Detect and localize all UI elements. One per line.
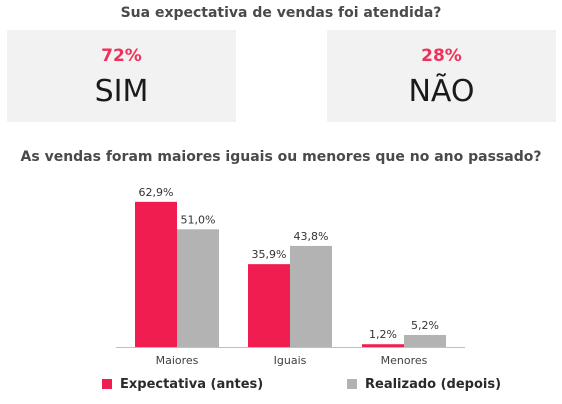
legend-item-depois: Realizado (depois) (347, 377, 501, 393)
yes-label: SIM (94, 74, 149, 109)
bar-iguais-depois (290, 245, 332, 347)
legend-swatch-antes (102, 378, 112, 389)
legend-label-depois: Realizado (depois) (365, 377, 502, 392)
bar-maiores-antes (135, 201, 177, 347)
answer-card-yes: 72% SIM (7, 30, 236, 122)
data-label-menores-antes: 1,2% (369, 328, 397, 341)
no-percent: 28% (421, 46, 462, 66)
x-tick-label-maiores: Maiores (156, 354, 199, 367)
x-tick-label-menores: Menores (381, 354, 428, 367)
no-label: NÃO (408, 74, 475, 109)
data-label-maiores-depois: 51,0% (181, 213, 216, 226)
legend-swatch-depois (347, 378, 357, 389)
bar-menores-antes (362, 344, 404, 347)
answer-card-no: 28% NÃO (327, 30, 556, 122)
legend-item-antes: Expectativa (antes) (102, 377, 263, 393)
x-tick-label-iguais: Iguais (274, 354, 307, 367)
question-1-title: Sua expectativa de vendas foi atendida? (120, 5, 442, 21)
data-label-menores-depois: 5,2% (411, 319, 439, 332)
bar-maiores-depois (177, 229, 219, 347)
bar-iguais-antes (248, 264, 290, 347)
legend-label-antes: Expectativa (antes) (120, 377, 264, 392)
bar-menores-depois (404, 335, 446, 347)
question-2-title: As vendas foram maiores iguais ou menore… (20, 149, 542, 165)
data-label-iguais-depois: 43,8% (294, 230, 329, 243)
sales-comparison-chart: 62,9% 51,0% Maiores 35,9% 43,8% Iguais 1,2% 5,2… (116, 186, 465, 367)
data-label-iguais-antes: 35,9% (252, 248, 287, 261)
yes-percent: 72% (101, 46, 142, 66)
data-label-maiores-antes: 62,9% (139, 186, 174, 199)
